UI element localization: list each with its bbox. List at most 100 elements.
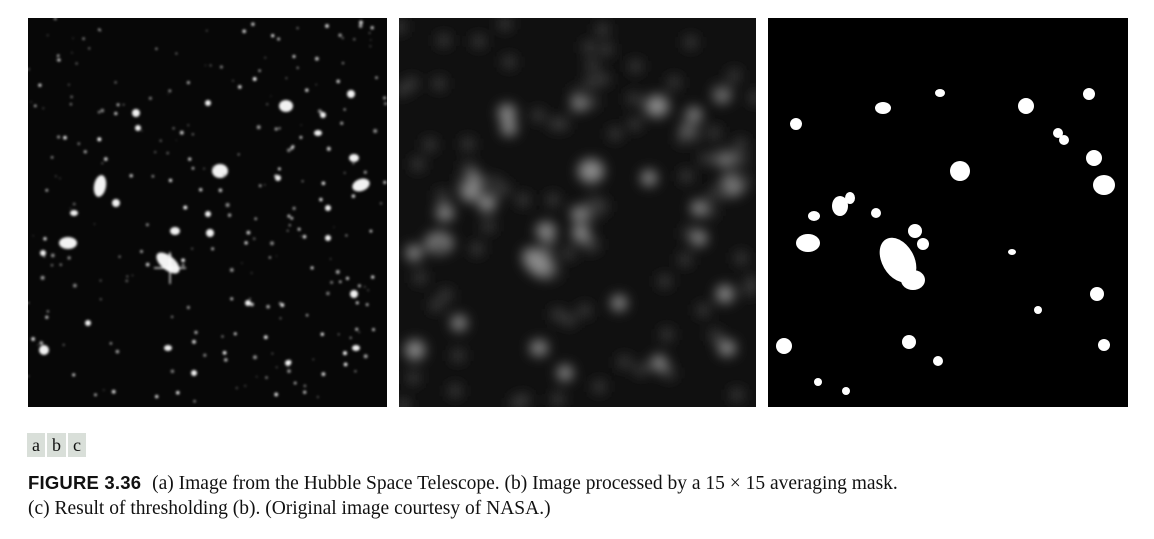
star: [73, 283, 77, 288]
galaxy: [205, 211, 211, 217]
star: [109, 342, 112, 345]
thresholded-image: [768, 18, 1128, 407]
blurred-star: [682, 227, 695, 240]
star: [191, 247, 193, 250]
star: [251, 22, 255, 26]
caption-line-1: (a) Image from the Hubble Space Telescop…: [152, 473, 898, 494]
galaxy: [320, 112, 326, 118]
threshold-blob: [1098, 339, 1110, 351]
star: [154, 151, 156, 153]
blurred-star: [423, 138, 436, 151]
blurred-galaxy: [578, 159, 604, 183]
hubble-original-image: [28, 18, 387, 407]
star: [270, 241, 274, 246]
blurred-star: [688, 129, 701, 142]
star: [352, 162, 355, 165]
star: [192, 339, 196, 344]
star: [317, 109, 322, 114]
star: [209, 64, 212, 67]
star: [47, 34, 49, 36]
blurred-star: [583, 41, 595, 54]
threshold-blob: [875, 102, 891, 114]
blurred-star: [407, 371, 420, 384]
blurred-star: [578, 304, 591, 317]
subfigure-label-a: a: [27, 433, 47, 457]
star: [72, 37, 74, 39]
star: [203, 167, 205, 170]
star: [244, 385, 246, 387]
blurred-star: [430, 299, 443, 312]
star: [175, 52, 178, 55]
star: [384, 102, 387, 106]
blurred-star: [734, 138, 747, 151]
star: [333, 226, 335, 228]
threshold-blob: [1059, 135, 1069, 145]
star: [97, 137, 102, 142]
star: [287, 366, 289, 368]
threshold-blob: [808, 211, 820, 221]
galaxy: [164, 345, 172, 351]
figure-caption: FIGURE 3.36 (a) Image from the Hubble Sp…: [28, 470, 1138, 521]
star: [279, 317, 282, 320]
blurred-star: [733, 171, 746, 184]
star: [256, 125, 261, 130]
star: [34, 104, 37, 108]
blurred-star: [704, 204, 717, 217]
star: [343, 108, 346, 111]
blurred-star: [584, 76, 597, 89]
star: [346, 276, 349, 280]
blurred-star: [449, 384, 462, 397]
star: [181, 263, 185, 267]
star: [370, 26, 374, 30]
star: [290, 216, 294, 220]
star: [59, 263, 62, 266]
blurred-star: [708, 126, 721, 139]
star: [372, 328, 375, 332]
blurred-star: [458, 174, 471, 187]
star: [258, 69, 261, 72]
galaxy: [279, 100, 293, 112]
star: [321, 181, 326, 186]
galaxy: [93, 175, 107, 197]
threshold-blob: [1018, 98, 1034, 114]
star: [56, 56, 58, 58]
star: [93, 223, 96, 225]
star: [287, 369, 291, 373]
star: [39, 341, 44, 345]
blurred-star: [549, 117, 562, 130]
star: [249, 298, 251, 300]
star: [179, 130, 184, 135]
star: [319, 197, 323, 202]
star: [326, 291, 330, 296]
blurred-star: [470, 243, 483, 255]
star: [203, 353, 207, 357]
star: [278, 127, 281, 130]
star: [188, 157, 192, 161]
star: [315, 56, 319, 61]
star: [225, 203, 230, 207]
star: [45, 315, 49, 319]
star: [370, 39, 372, 41]
star: [338, 33, 342, 37]
star: [171, 315, 174, 318]
star: [168, 178, 173, 183]
blurred-galaxy: [478, 194, 496, 212]
threshold-blob: [1090, 287, 1104, 301]
star: [364, 286, 366, 288]
star: [50, 264, 54, 267]
blurred-star: [681, 115, 694, 128]
star: [380, 202, 382, 205]
threshold-blob: [790, 118, 802, 130]
star: [72, 202, 76, 206]
star: [369, 45, 372, 47]
blurred-star: [709, 329, 722, 342]
blurred-star: [596, 73, 609, 86]
blurred-star: [679, 253, 691, 266]
star: [359, 20, 363, 25]
star: [170, 369, 175, 373]
star: [341, 37, 344, 39]
threshold-blob: [902, 335, 916, 349]
galaxy: [40, 250, 46, 256]
star: [253, 237, 256, 240]
blurred-star: [735, 252, 748, 265]
